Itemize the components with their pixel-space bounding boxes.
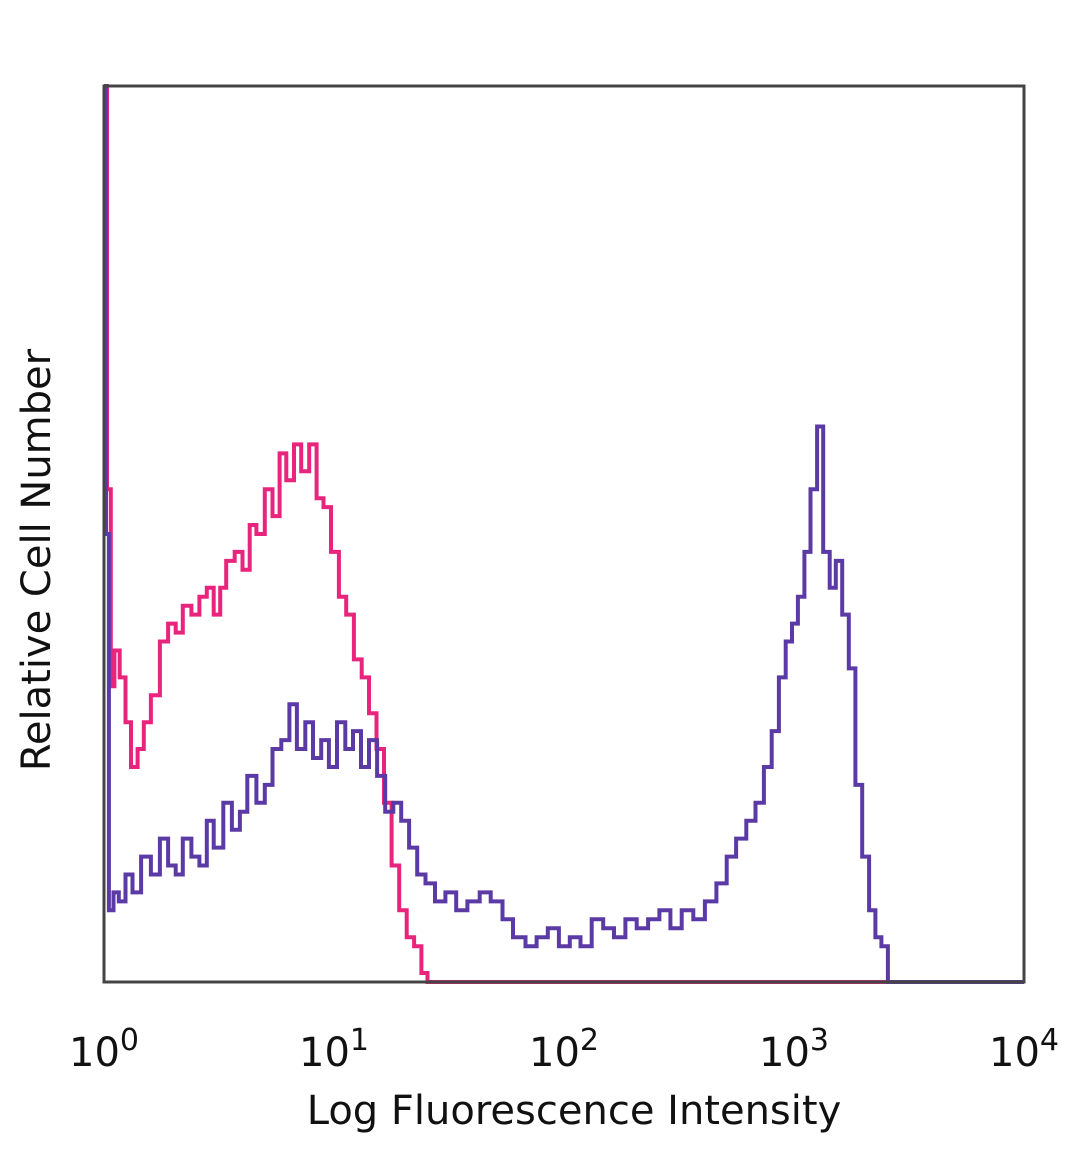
series-layer — [104, 84, 1024, 984]
x-tick-label: 102 — [529, 1023, 599, 1076]
y-axis-title: Relative Cell Number — [14, 348, 60, 771]
histogram-series-1 — [104, 84, 1024, 984]
x-tick-label: 101 — [299, 1023, 369, 1076]
x-tick-label: 104 — [989, 1023, 1059, 1076]
plot-frame — [102, 84, 1026, 984]
x-tick-labels: 100 101 102 103 104 — [69, 1023, 1059, 1076]
histogram-series-2 — [104, 84, 1024, 984]
x-tick-label: 103 — [759, 1023, 829, 1076]
x-axis-title: Log Fluorescence Intensity — [307, 1088, 842, 1134]
x-tick-label: 100 — [69, 1023, 139, 1076]
